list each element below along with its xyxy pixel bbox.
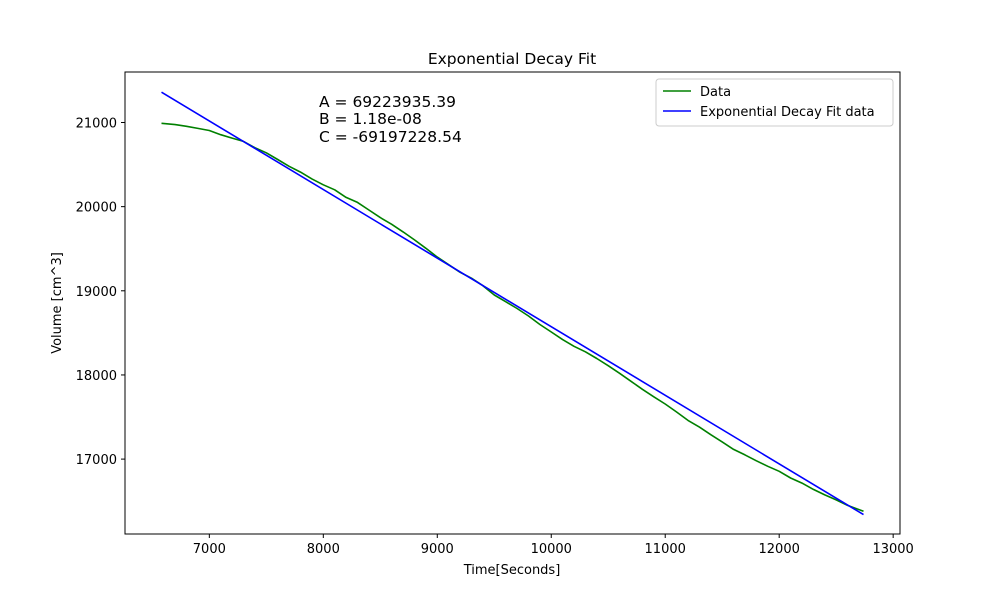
y-tick-label: 18000	[76, 369, 117, 384]
y-tick-label: 19000	[76, 285, 117, 300]
plot-frame	[124, 71, 901, 535]
legend-label-data: Data	[700, 85, 731, 100]
x-tick-label: 10000	[531, 542, 572, 557]
y-axis-ticks: 17000 18000 19000 20000 21000	[76, 116, 125, 468]
fit-parameters: A = 69223935.39 B = 1.18e-08 C = -691972…	[319, 93, 462, 146]
x-tick-label: 8000	[307, 542, 340, 557]
legend-box	[655, 78, 894, 127]
plot-area	[124, 71, 901, 535]
fit-param-c: C = -69197228.54	[319, 128, 462, 146]
y-tick-label: 17000	[76, 453, 117, 468]
x-axis-ticks: 7000 8000 9000 10000 11000 12000 13000	[193, 534, 914, 557]
x-tick-label: 11000	[645, 542, 686, 557]
legend-label-fit: Exponential Decay Fit data	[700, 105, 875, 120]
legend: Data Exponential Decay Fit data	[655, 78, 894, 127]
y-tick-label: 21000	[76, 116, 117, 131]
x-tick-label: 7000	[193, 542, 226, 557]
x-tick-label: 12000	[759, 542, 800, 557]
fit-param-b: B = 1.18e-08	[319, 110, 422, 128]
chart-title: Exponential Decay Fit	[428, 50, 596, 68]
y-axis-label: Volume [cm^3]	[50, 252, 65, 354]
fit-param-a: A = 69223935.39	[319, 93, 456, 111]
x-tick-label: 13000	[872, 542, 913, 557]
x-axis-label: Time[Seconds]	[463, 563, 561, 578]
y-tick-label: 20000	[76, 201, 117, 216]
series-layer	[161, 91, 864, 516]
series-line-fit	[161, 91, 864, 516]
series-line-data	[161, 122, 864, 513]
x-tick-label: 9000	[421, 542, 454, 557]
